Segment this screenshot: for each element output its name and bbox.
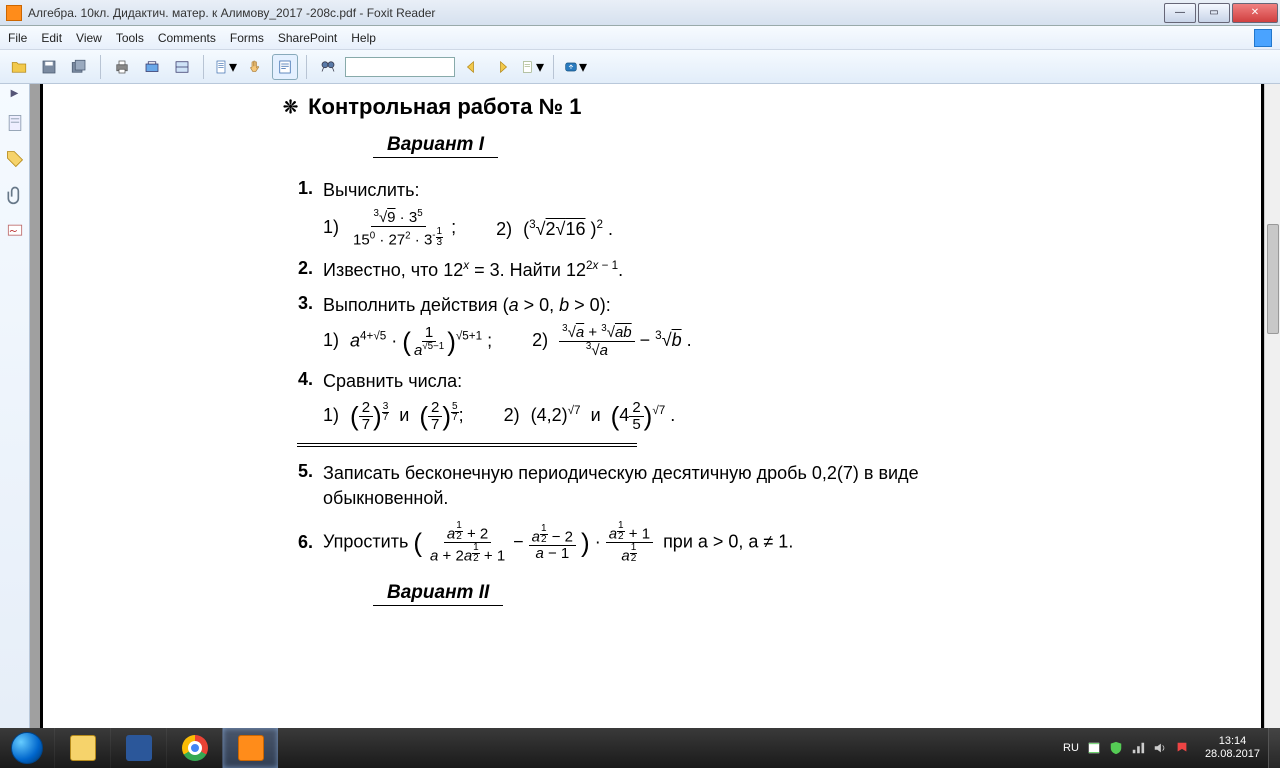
select-tool-button[interactable] <box>272 54 298 80</box>
bookmarks-icon[interactable] <box>4 112 26 134</box>
minimize-button[interactable]: — <box>1164 3 1196 23</box>
share-button[interactable]: ▾ <box>562 54 588 80</box>
maximize-button[interactable]: ▭ <box>1198 3 1230 23</box>
titlebar: Алгебра. 10кл. Дидактич. матер. к Алимов… <box>0 0 1280 26</box>
taskbar-explorer[interactable] <box>54 728 110 768</box>
find-next-button[interactable] <box>489 54 515 80</box>
task-5: 5. Записать бесконечную периодическую де… <box>283 461 1021 511</box>
system-tray[interactable]: RU <box>1055 741 1197 755</box>
task-2: 2. Известно, что 12x = 3. Найти 122x − 1… <box>283 258 1021 283</box>
open-button[interactable] <box>6 54 32 80</box>
pdf-page: ❊ Контрольная работа № 1 Вариант I 1. Вы… <box>40 84 1264 728</box>
task-3-items: 1) a4+√5 · (1a√5−1)√5+1 ; 2) 3√a + 3√ab … <box>323 324 1021 359</box>
page-button[interactable]: ▾ <box>212 54 238 80</box>
taskbar-word[interactable] <box>110 728 166 768</box>
menu-sharepoint[interactable]: SharePoint <box>278 31 337 45</box>
save-button[interactable] <box>36 54 62 80</box>
tags-icon[interactable] <box>4 148 26 170</box>
fullscreen-icon[interactable] <box>1254 29 1272 47</box>
double-rule <box>297 443 637 447</box>
hand-tool-button[interactable] <box>242 54 268 80</box>
task-1-items: 1) 3√9 · 35 150 · 272 · 3-13 ; 2) (3√2√1… <box>323 209 1021 248</box>
doc-title: ❊ Контрольная работа № 1 <box>283 94 1021 120</box>
signatures-icon[interactable] <box>4 220 26 242</box>
main-area: ▶ ❊ Контрольная работа № 1 Вариант I 1. … <box>0 84 1280 728</box>
panel-expand-handle[interactable]: ▶ <box>9 88 21 98</box>
menu-edit[interactable]: Edit <box>41 31 62 45</box>
app-window: Алгебра. 10кл. Дидактич. матер. к Алимов… <box>0 0 1280 728</box>
tray-shield-icon[interactable] <box>1109 741 1123 755</box>
tray-volume-icon[interactable] <box>1153 741 1167 755</box>
menu-file[interactable]: File <box>8 31 27 45</box>
taskbar-foxit[interactable] <box>222 728 278 768</box>
task-1: 1. Вычислить: <box>283 178 1021 203</box>
taskbar: RU 13:14 28.08.2017 <box>0 728 1280 768</box>
vertical-scrollbar[interactable] <box>1264 84 1280 728</box>
search-input[interactable] <box>345 57 455 77</box>
taskbar-chrome[interactable] <box>166 728 222 768</box>
menu-help[interactable]: Help <box>351 31 376 45</box>
task-4: 4. Сравнить числа: <box>283 369 1021 394</box>
tray-action-icon[interactable] <box>1175 741 1189 755</box>
show-desktop-button[interactable] <box>1268 728 1280 768</box>
side-panel: ▶ <box>0 84 30 728</box>
tray-network-icon[interactable] <box>1131 741 1145 755</box>
task-4-items: 1) (27)37 и (27)57; 2) (4,2)√7 и (425)√7… <box>323 400 1021 433</box>
window-title: Алгебра. 10кл. Дидактич. матер. к Алимов… <box>28 6 1164 20</box>
variant-2-heading: Вариант II <box>373 582 503 606</box>
print-button[interactable] <box>109 54 135 80</box>
variant-1-heading: Вариант I <box>373 134 498 158</box>
language-indicator[interactable]: RU <box>1063 742 1079 754</box>
find-options-button[interactable]: ▾ <box>519 54 545 80</box>
document-viewer[interactable]: ❊ Контрольная работа № 1 Вариант I 1. Вы… <box>30 84 1280 728</box>
scrollbar-thumb[interactable] <box>1267 224 1279 334</box>
save-all-button[interactable] <box>66 54 92 80</box>
menu-comments[interactable]: Comments <box>158 31 216 45</box>
menu-forms[interactable]: Forms <box>230 31 264 45</box>
tray-flag-icon[interactable] <box>1087 741 1101 755</box>
toolbar: ▾ ▾ ▾ <box>0 50 1280 84</box>
close-button[interactable]: ✕ <box>1232 3 1278 23</box>
clock[interactable]: 13:14 28.08.2017 <box>1197 735 1268 761</box>
menu-tools[interactable]: Tools <box>116 31 144 45</box>
find-button[interactable] <box>315 54 341 80</box>
scan-button[interactable] <box>139 54 165 80</box>
task-6: 6. Упростить ( a12 + 2 a + 2a12 + 1 − a1… <box>283 521 1021 564</box>
start-button[interactable] <box>0 728 54 768</box>
menubar: File Edit View Tools Comments Forms Shar… <box>0 26 1280 50</box>
attachments-icon[interactable] <box>4 184 26 206</box>
app-icon <box>6 5 22 21</box>
window-buttons: — ▭ ✕ <box>1164 3 1280 23</box>
ocr-button[interactable] <box>169 54 195 80</box>
menu-view[interactable]: View <box>76 31 102 45</box>
task-3: 3. Выполнить действия (a > 0, b > 0): <box>283 293 1021 318</box>
find-prev-button[interactable] <box>459 54 485 80</box>
